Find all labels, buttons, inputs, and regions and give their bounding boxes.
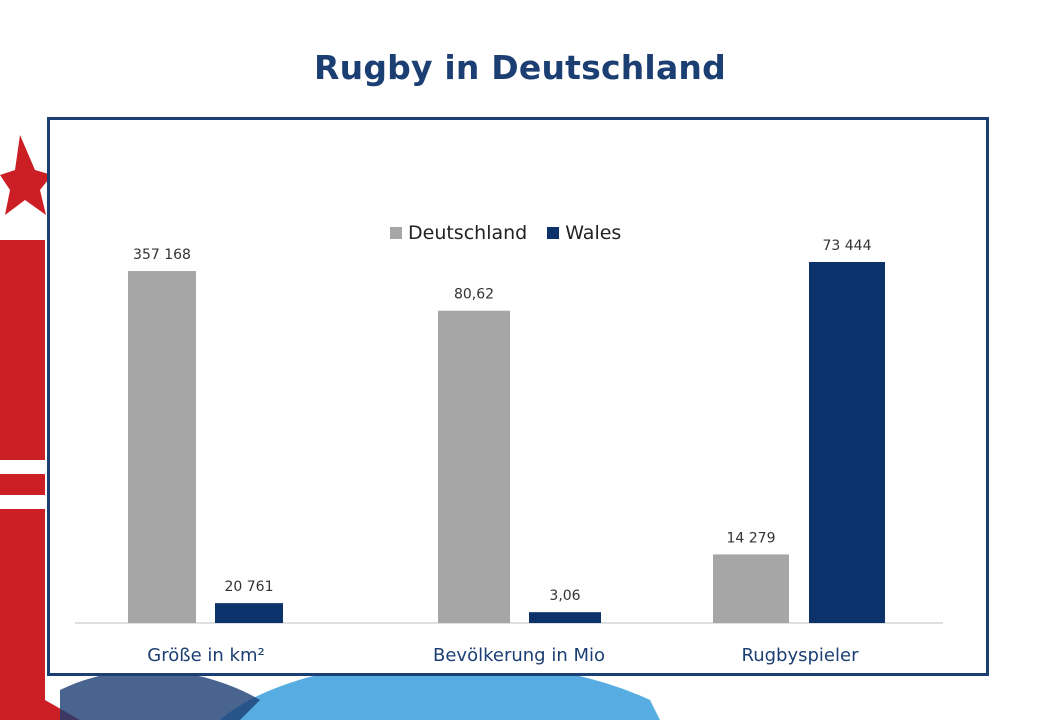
red-star-decoration xyxy=(0,135,52,215)
chart-legend: Deutschland Wales xyxy=(390,222,621,244)
navy-swoosh-decoration xyxy=(60,670,260,720)
bar-wales-2 xyxy=(809,262,885,623)
data-label-deutschland-1: 80,62 xyxy=(454,287,494,303)
legend-label-deutschland: Deutschland xyxy=(408,222,528,244)
bar-deutschland-2 xyxy=(713,554,789,623)
category-label-population: Bevölkerung in Mio xyxy=(433,645,605,666)
category-label-players: Rugbyspieler xyxy=(741,645,859,666)
legend-swatch-deutschland xyxy=(390,227,402,239)
white-stripe-decoration xyxy=(0,460,45,474)
bar-wales-0 xyxy=(215,603,283,623)
data-label-deutschland-2: 14 279 xyxy=(727,530,776,546)
legend-label-wales: Wales xyxy=(565,222,622,244)
white-stripe-decoration xyxy=(0,495,45,509)
legend-item-wales: Wales xyxy=(547,222,621,244)
category-label-size: Größe in km² xyxy=(147,645,265,666)
red-flag-decoration xyxy=(0,240,80,720)
bar-deutschland-0 xyxy=(128,271,196,623)
data-label-wales-2: 73 444 xyxy=(823,238,872,254)
legend-swatch-wales xyxy=(547,227,560,239)
data-label-wales-0: 20 761 xyxy=(225,579,274,595)
bar-deutschland-1 xyxy=(438,310,510,623)
data-label-wales-1: 3,06 xyxy=(549,588,580,604)
bar-wales-1 xyxy=(529,612,601,623)
data-label-deutschland-0: 357 168 xyxy=(133,247,191,263)
page-title: Rugby in Deutschland xyxy=(314,48,726,87)
legend-item-deutschland: Deutschland xyxy=(390,222,527,244)
